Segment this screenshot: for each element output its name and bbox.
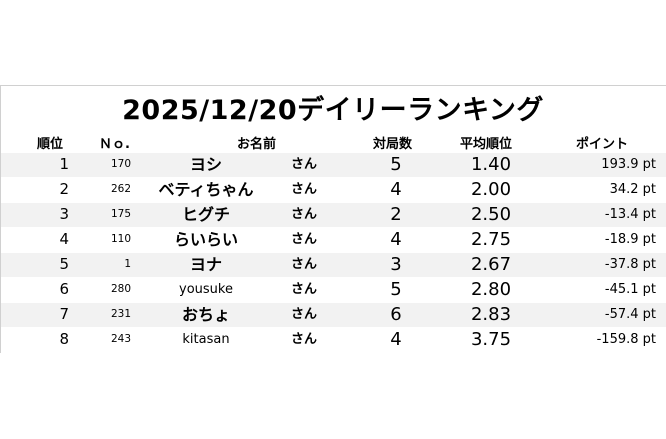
no-cell: 231 <box>110 308 131 320</box>
games-cell: 3 <box>390 254 402 275</box>
avg-cell: 2.75 <box>470 229 512 250</box>
name-cell: ヨシ <box>189 155 222 174</box>
name-cell: ベティちゃん <box>158 180 254 199</box>
suffix-cell: さん <box>291 307 318 322</box>
games-cell: 5 <box>390 154 402 175</box>
name-cell: yousuke <box>179 282 233 297</box>
games-cell: 4 <box>390 179 402 200</box>
rank-cell: 3 <box>59 205 69 223</box>
suffix-cell: さん <box>291 207 318 222</box>
points-cell: 34.2 pt <box>609 182 656 197</box>
avg-cell: 2.50 <box>470 204 512 225</box>
name-cell: おちょ <box>181 305 230 324</box>
avg-cell: 3.75 <box>470 329 512 350</box>
avg-cell: 2.00 <box>470 179 512 200</box>
header-no: Ｎｏ. <box>99 137 130 152</box>
page-title: 2025/12/20デイリーランキング <box>122 95 544 126</box>
points-cell: -18.9 pt <box>604 232 656 247</box>
games-cell: 2 <box>390 204 402 225</box>
rank-cell: 1 <box>59 155 69 173</box>
suffix-cell: さん <box>291 332 318 347</box>
name-cell: kitasan <box>182 332 230 347</box>
table-row: 6 280 yousuke さん 5 2.80 -45.1 pt <box>1 278 666 302</box>
no-cell: 280 <box>110 283 131 295</box>
table-row: 7 231 おちょ さん 6 2.83 -57.4 pt <box>1 303 666 327</box>
table-row: 1 170 ヨシ さん 5 1.40 193.9 pt <box>1 153 666 177</box>
name-cell: ヒグチ <box>181 205 230 224</box>
header-points: ポイント <box>576 137 629 152</box>
suffix-cell: さん <box>291 282 318 297</box>
suffix-cell: さん <box>291 157 318 172</box>
points-cell: -13.4 pt <box>604 207 656 222</box>
points-cell: -37.8 pt <box>604 257 656 272</box>
suffix-cell: さん <box>291 232 318 247</box>
rank-cell: 6 <box>59 280 69 298</box>
avg-cell: 2.83 <box>470 304 512 325</box>
rank-cell: 5 <box>59 255 69 273</box>
points-cell: -57.4 pt <box>604 307 656 322</box>
header-avg: 平均順位 <box>460 137 513 152</box>
no-cell: 170 <box>110 158 131 170</box>
name-cell: ヨナ <box>189 255 222 274</box>
suffix-cell: さん <box>291 257 318 272</box>
no-cell: 1 <box>124 258 131 270</box>
avg-cell: 2.80 <box>470 279 512 300</box>
games-cell: 4 <box>390 229 402 250</box>
games-cell: 4 <box>390 329 402 350</box>
points-cell: -159.8 pt <box>596 332 656 347</box>
rank-cell: 4 <box>59 230 69 248</box>
table-row: 4 110 らいらい さん 4 2.75 -18.9 pt <box>1 228 666 252</box>
header-games: 対局数 <box>373 137 413 152</box>
no-cell: 175 <box>110 208 131 220</box>
table-row: 5 1 ヨナ さん 3 2.67 -37.8 pt <box>1 253 666 277</box>
games-cell: 5 <box>390 279 402 300</box>
points-cell: -45.1 pt <box>604 282 656 297</box>
rank-cell: 2 <box>59 180 69 198</box>
table-row: 8 243 kitasan さん 4 3.75 -159.8 pt <box>1 328 666 352</box>
table-row: 3 175 ヒグチ さん 2 2.50 -13.4 pt <box>1 203 666 227</box>
avg-cell: 2.67 <box>470 254 512 275</box>
avg-cell: 1.40 <box>470 154 512 175</box>
header-rank: 順位 <box>37 137 64 152</box>
rank-cell: 7 <box>59 305 69 323</box>
no-cell: 110 <box>110 233 131 245</box>
table-frame <box>0 85 666 353</box>
rank-cell: 8 <box>59 330 69 348</box>
name-cell: らいらい <box>173 230 238 249</box>
no-cell: 262 <box>110 183 131 195</box>
suffix-cell: さん <box>291 182 318 197</box>
games-cell: 6 <box>390 304 402 325</box>
table-row: 2 262 ベティちゃん さん 4 2.00 34.2 pt <box>1 178 666 202</box>
no-cell: 243 <box>110 333 131 345</box>
header-name: お名前 <box>237 137 277 152</box>
points-cell: 193.9 pt <box>601 157 656 172</box>
